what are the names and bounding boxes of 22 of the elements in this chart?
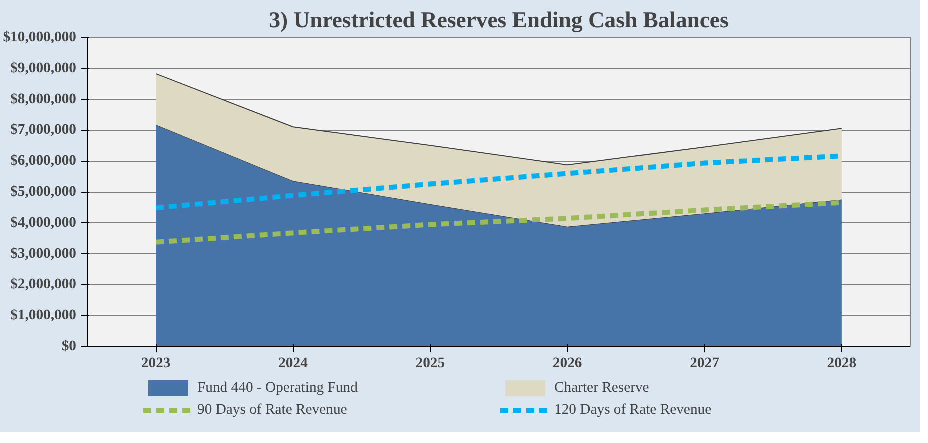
y-tick-label: $10,000,000	[3, 30, 76, 46]
x-tick-label: 2024	[278, 356, 309, 372]
y-tick-label: $1,000,000	[10, 308, 76, 324]
y-tick-label: $6,000,000	[10, 153, 76, 170]
legend-label: Fund 440 - Operating Fund	[198, 380, 359, 396]
legend-label: 120 Days of Rate Revenue	[554, 402, 713, 418]
x-tick-label: 2028	[827, 356, 857, 372]
y-tick-label: $7,000,000	[10, 122, 76, 138]
y-tick-label: $0	[62, 338, 76, 354]
x-tick-label: 2023	[141, 356, 171, 372]
y-tick-label: $5,000,000	[10, 184, 76, 200]
y-tick-label: $3,000,000	[10, 246, 76, 262]
x-tick-label: 2026	[552, 356, 582, 372]
legend-label: Charter Reserve	[554, 380, 650, 396]
y-tick-label: $9,000,000	[10, 60, 76, 76]
x-tick-label: 2027	[690, 356, 720, 372]
y-tick-label: $4,000,000	[10, 214, 76, 231]
legend-label: 90 Days of Rate Revenue	[198, 402, 348, 418]
chart-title: 3) Unrestricted Reserves Ending Cash Balances	[269, 8, 729, 32]
y-tick-label: $2,000,000	[10, 276, 76, 293]
x-tick-label: 2025	[416, 356, 446, 372]
y-tick-label: $8,000,000	[10, 91, 76, 108]
